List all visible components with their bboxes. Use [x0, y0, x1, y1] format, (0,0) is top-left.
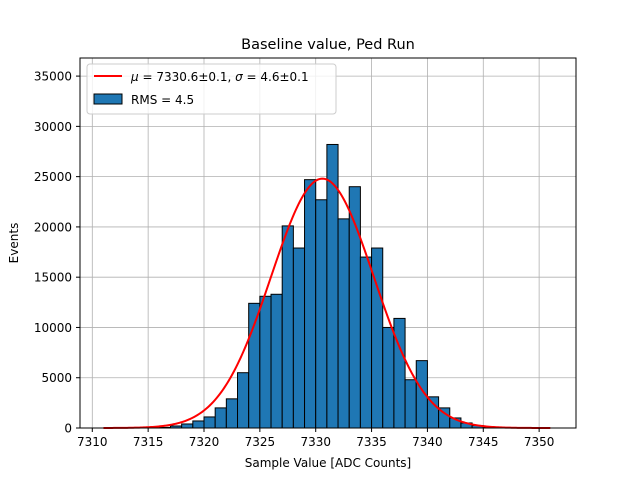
legend-mu-text: = 7330.6±0.1,: [139, 70, 235, 84]
legend: μ = 7330.6±0.1, σ = 4.6±0.1 RMS = 4.5: [86, 63, 337, 115]
x-tick-label: 7350: [524, 435, 555, 449]
legend-hist-label: RMS = 4.5: [131, 93, 194, 107]
axes-frame: [79, 57, 577, 429]
y-tick-label: 20000: [34, 220, 72, 234]
y-tick-label: 15000: [34, 271, 72, 285]
histogram-bar: [382, 326, 395, 429]
histogram-bar: [281, 225, 294, 429]
legend-hist-swatch: [93, 93, 123, 105]
histogram-bar: [259, 295, 272, 429]
legend-box: [86, 63, 337, 115]
x-axis-label: Sample Value [ADC Counts]: [245, 456, 411, 470]
legend-fit-label: μ = 7330.6±0.1, σ = 4.6±0.1: [130, 70, 309, 84]
histogram-bar: [181, 423, 194, 429]
histogram-bar: [225, 398, 239, 429]
histogram-bar: [214, 407, 227, 429]
gaussian-fit-curve: [103, 177, 551, 429]
histogram-bar: [237, 372, 250, 429]
histogram-bar: [337, 218, 350, 429]
y-axis-label: Events: [7, 223, 21, 264]
legend-mu-symbol: μ: [130, 70, 139, 84]
y-tick-label: 25000: [34, 170, 72, 184]
x-tick-label: 7325: [245, 435, 276, 449]
x-tick-label: 7315: [133, 435, 164, 449]
x-tick-label: 7335: [356, 435, 387, 449]
y-tick-label: 30000: [34, 120, 72, 134]
x-tick-label: 7320: [189, 435, 220, 449]
chart-title: Baseline value, Ped Run: [241, 37, 415, 53]
x-tick-label: 7340: [412, 435, 443, 449]
x-axis-ticks: 7310 7315 7320 7325 7330 7335 7340 7345 7350: [77, 428, 554, 449]
histogram-bar: [404, 379, 417, 429]
histogram-bar: [304, 179, 317, 429]
x-tick-label: 7310: [77, 435, 108, 449]
histogram-bar: [192, 420, 205, 429]
y-tick-label: 35000: [34, 70, 72, 84]
y-tick-label: 0: [64, 422, 72, 436]
x-tick-label: 7345: [468, 435, 499, 449]
histogram-bar: [270, 293, 283, 429]
histogram-bar: [292, 247, 306, 429]
y-tick-label: 5000: [41, 371, 72, 385]
histogram-bar: [203, 416, 216, 429]
histogram-bars: [158, 143, 507, 429]
histogram-bar: [315, 199, 328, 429]
y-tick-label: 10000: [34, 321, 72, 335]
histogram-bar: [426, 396, 440, 429]
legend-sigma-text: = 4.6±0.1: [243, 70, 309, 84]
y-axis-ticks: 0 5000 10000 15000 20000 25000 30000 35000: [34, 70, 80, 436]
histogram-bar: [359, 256, 373, 429]
x-tick-label: 7330: [300, 435, 331, 449]
legend-sigma-symbol: σ: [235, 70, 243, 84]
